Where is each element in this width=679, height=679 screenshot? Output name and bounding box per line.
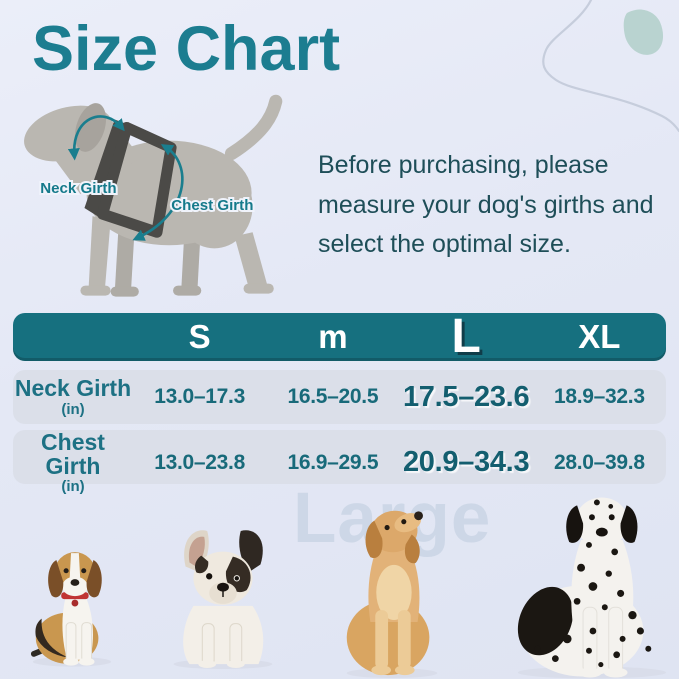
- intro-text: Before purchasing, please measure your d…: [318, 151, 654, 258]
- beagle-photo: [30, 552, 112, 667]
- dalmatian-spots: [534, 499, 652, 668]
- neck-girth-s-value: 13.0–17.3: [154, 385, 245, 408]
- size-col-s: S: [188, 318, 211, 355]
- chest-girth-arrow: [132, 144, 184, 241]
- row-label-text: Neck Girth: [14, 375, 132, 402]
- neck-girth-l-value: 17.5–23.6: [402, 380, 530, 413]
- chest-girth-row-label: Chest Girth (in): [13, 430, 133, 495]
- neck-girth-xl-value: 18.9–32.3: [554, 385, 645, 408]
- neck-girth-arrow: [67, 115, 125, 161]
- chest-girth-m-value: 16.9–29.5: [287, 450, 379, 474]
- dalmatian-photo: [517, 497, 667, 679]
- french-bulldog-photo: [173, 530, 273, 670]
- dog-head-outline-icon: [542, 0, 679, 133]
- neck-girth-label: Neck Girth: [40, 180, 116, 197]
- size-col-l-highlighted: L: [451, 310, 481, 363]
- page-title: Size Chart: [32, 14, 341, 84]
- chest-girth-label: Chest Girth: [171, 197, 253, 214]
- chest-girth-xl-value: 28.0–39.8: [554, 450, 645, 474]
- chest-girth-row: Chest Girth (in) 13.0–23.8 16.9–29.5 20.…: [13, 430, 666, 495]
- neck-girth-m-value: 16.5–20.5: [287, 385, 379, 408]
- size-col-xl: XL: [578, 318, 621, 355]
- row-label-text: Chest Girth: [41, 429, 105, 480]
- neck-girth-row-label: Neck Girth (in): [13, 376, 133, 417]
- size-header-row: S m L XL: [13, 313, 666, 361]
- chest-girth-s-value: 13.0–23.8: [154, 450, 245, 474]
- golden-retriever-photo: [346, 510, 438, 679]
- neck-girth-row: Neck Girth (in) 13.0–17.3 16.5–20.5 17.5…: [13, 370, 666, 424]
- size-col-m: m: [318, 318, 348, 355]
- chest-girth-l-value: 20.9–34.3: [402, 446, 530, 479]
- teal-ear-shape: [623, 9, 664, 55]
- dog-harness-measure-diagram: Neck Girth Chest Girth: [24, 94, 283, 297]
- row-unit-text: (in): [61, 478, 85, 496]
- row-unit-text: (in): [61, 400, 85, 418]
